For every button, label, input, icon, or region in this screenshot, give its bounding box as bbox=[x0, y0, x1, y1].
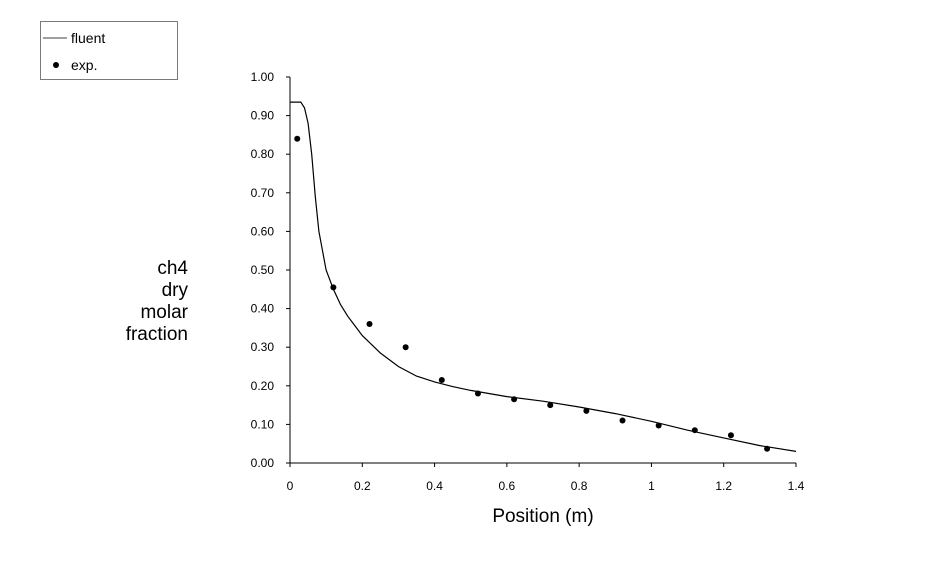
series-line-fluent bbox=[290, 101, 797, 452]
x-tick-label: 1 bbox=[648, 479, 655, 493]
y-axis-label-line: fraction bbox=[125, 324, 188, 345]
y-tick-label: 1.00 bbox=[251, 70, 275, 84]
y-ticks: 0.00 0.10 0.20 0.30 0.40 0.50 0.60 0.70 0.80 0.90… bbox=[251, 70, 290, 470]
legend-line-swatch bbox=[43, 37, 67, 39]
legend-dot-swatch bbox=[53, 62, 59, 68]
legend-label-exp: exp. bbox=[71, 57, 98, 73]
data-point-exp bbox=[330, 284, 337, 291]
data-point-exp bbox=[402, 344, 409, 351]
y-tick-label: 0.10 bbox=[251, 417, 275, 431]
data-point-exp bbox=[655, 422, 662, 429]
y-tick-label: 0.70 bbox=[251, 186, 275, 200]
x-tick-label: 0.8 bbox=[571, 479, 588, 493]
data-point-exp bbox=[366, 321, 373, 328]
x-tick-label: 1.4 bbox=[788, 479, 805, 493]
y-tick-label: 0.80 bbox=[251, 147, 275, 161]
y-tick-label: 0.20 bbox=[251, 379, 275, 393]
x-tick-label: 0.4 bbox=[426, 479, 443, 493]
legend-label-fluent: fluent bbox=[71, 30, 106, 46]
legend-item-fluent: fluent bbox=[41, 28, 105, 48]
data-point-exp bbox=[474, 390, 481, 397]
y-tick-label: 0.90 bbox=[251, 109, 275, 123]
data-point-exp bbox=[764, 445, 771, 452]
data-point-exp bbox=[619, 417, 626, 424]
x-tick-label: 1.2 bbox=[715, 479, 732, 493]
series-points-exp bbox=[294, 135, 771, 452]
legend-item-exp: exp. bbox=[41, 55, 97, 75]
y-tick-label: 0.00 bbox=[251, 456, 275, 470]
y-tick-label: 0.30 bbox=[251, 340, 275, 354]
data-point-exp bbox=[547, 402, 554, 409]
y-tick-label: 0.60 bbox=[251, 224, 275, 238]
y-axis-label: ch4 dry molar fraction bbox=[96, 258, 188, 346]
x-tick-label: 0.2 bbox=[354, 479, 371, 493]
y-axis-label-line: ch4 bbox=[157, 258, 188, 279]
x-axis-label: Position (m) bbox=[492, 506, 594, 527]
data-point-exp bbox=[294, 135, 301, 142]
y-tick-label: 0.40 bbox=[251, 302, 275, 316]
y-axis-label-line: molar bbox=[140, 302, 188, 323]
y-tick-label: 0.50 bbox=[251, 263, 275, 277]
data-point-exp bbox=[511, 396, 518, 403]
data-point-exp bbox=[727, 432, 734, 439]
data-point-exp bbox=[583, 407, 590, 414]
x-tick-label: 0.6 bbox=[499, 479, 516, 493]
x-tick-label: 0 bbox=[287, 479, 294, 493]
x-ticks: 0 0.2 0.4 0.6 0.8 1 1.2 1.4 bbox=[287, 463, 805, 493]
legend: fluent exp. bbox=[40, 21, 178, 80]
data-point-exp bbox=[691, 427, 698, 434]
y-axis-label-line: dry bbox=[161, 280, 188, 301]
data-point-exp bbox=[438, 377, 445, 384]
